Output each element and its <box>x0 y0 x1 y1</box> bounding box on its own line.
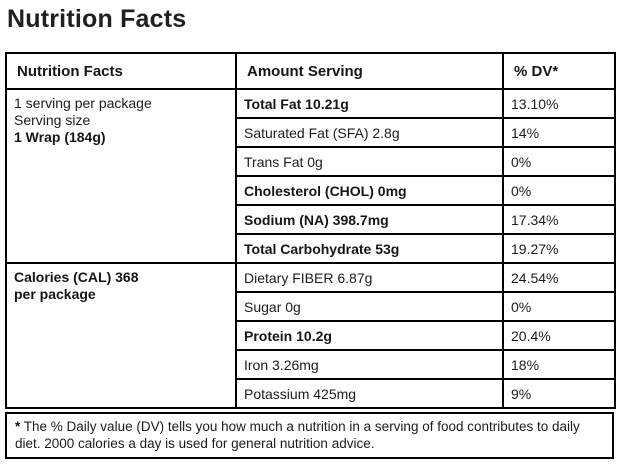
table-row: Potassium 425mg 9% <box>6 378 616 409</box>
nutrition-table: Nutrition Facts Amount Serving % DV* 1 s… <box>5 52 616 409</box>
serving-size-value: 1 Wrap (184g) <box>14 129 106 145</box>
nutrient-label: Protein 10.2g <box>235 320 504 351</box>
nutrient-dv: 9% <box>502 378 616 409</box>
nutrient-label: Dietary FIBER 6.87g <box>235 262 504 293</box>
nutrient-label: Total Carbohydrate 53g <box>235 233 504 264</box>
table-row: Saturated Fat (SFA) 2.8g 14% <box>6 117 616 148</box>
footnote-asterisk: * <box>15 419 21 434</box>
nutrient-dv: 17.34% <box>502 204 616 235</box>
nutrient-label: Total Fat 10.21g <box>235 88 504 119</box>
nutrient-label: Potassium 425mg <box>235 378 504 409</box>
table-row: Protein 10.2g 20.4% <box>6 320 616 351</box>
nutrient-label: Sugar 0g <box>235 291 504 322</box>
header-row: Nutrition Facts Amount Serving % DV* <box>5 52 616 90</box>
table-row: Calories (CAL) 368 per package Dietary F… <box>5 262 616 409</box>
table-row: Iron 3.26mg 18% <box>6 349 616 380</box>
nutrient-label: Iron 3.26mg <box>235 349 504 380</box>
nutrient-label: Trans Fat 0g <box>235 146 504 177</box>
table-row: Trans Fat 0g 0% <box>6 146 616 177</box>
serving-info-cell: 1 serving per package Serving size 1 Wra… <box>5 88 237 264</box>
table-row: Cholesterol (CHOL) 0mg 0% <box>6 175 616 206</box>
table-row: Sodium (NA) 398.7mg 17.34% <box>6 204 616 235</box>
nutrient-dv: 0% <box>502 146 616 177</box>
header-nutrition-facts: Nutrition Facts <box>5 52 237 90</box>
nutrient-dv: 0% <box>502 291 616 322</box>
nutrient-label: Cholesterol (CHOL) 0mg <box>235 175 504 206</box>
nutrient-dv: 14% <box>502 117 616 148</box>
nutrient-dv: 19.27% <box>502 233 616 264</box>
calories-basis: per package <box>14 286 96 302</box>
table-row: 1 serving per package Serving size 1 Wra… <box>5 88 616 264</box>
header-amount-serving: Amount Serving <box>235 52 504 90</box>
daily-value-footnote: * The % Daily value (DV) tells you how m… <box>5 412 614 459</box>
calories-info-cell: Calories (CAL) 368 per package <box>5 262 237 409</box>
nutrient-label: Sodium (NA) 398.7mg <box>235 204 504 235</box>
nutrient-label: Saturated Fat (SFA) 2.8g <box>235 117 504 148</box>
serving-count: 1 serving per package <box>14 95 152 111</box>
header-percent-dv: % DV* <box>502 52 616 90</box>
calories-value: Calories (CAL) 368 <box>14 269 139 285</box>
serving-size-label: Serving size <box>14 112 91 128</box>
nutrient-dv: 13.10% <box>502 88 616 119</box>
table-row: Sugar 0g 0% <box>6 291 616 322</box>
page-title: Nutrition Facts <box>7 5 187 33</box>
nutrient-dv: 24.54% <box>502 262 616 293</box>
footnote-text: The % Daily value (DV) tells you how muc… <box>15 419 580 451</box>
nutrient-dv: 18% <box>502 349 616 380</box>
nutrient-dv: 20.4% <box>502 320 616 351</box>
table-row: Total Carbohydrate 53g 19.27% <box>6 233 616 264</box>
nutrient-dv: 0% <box>502 175 616 206</box>
